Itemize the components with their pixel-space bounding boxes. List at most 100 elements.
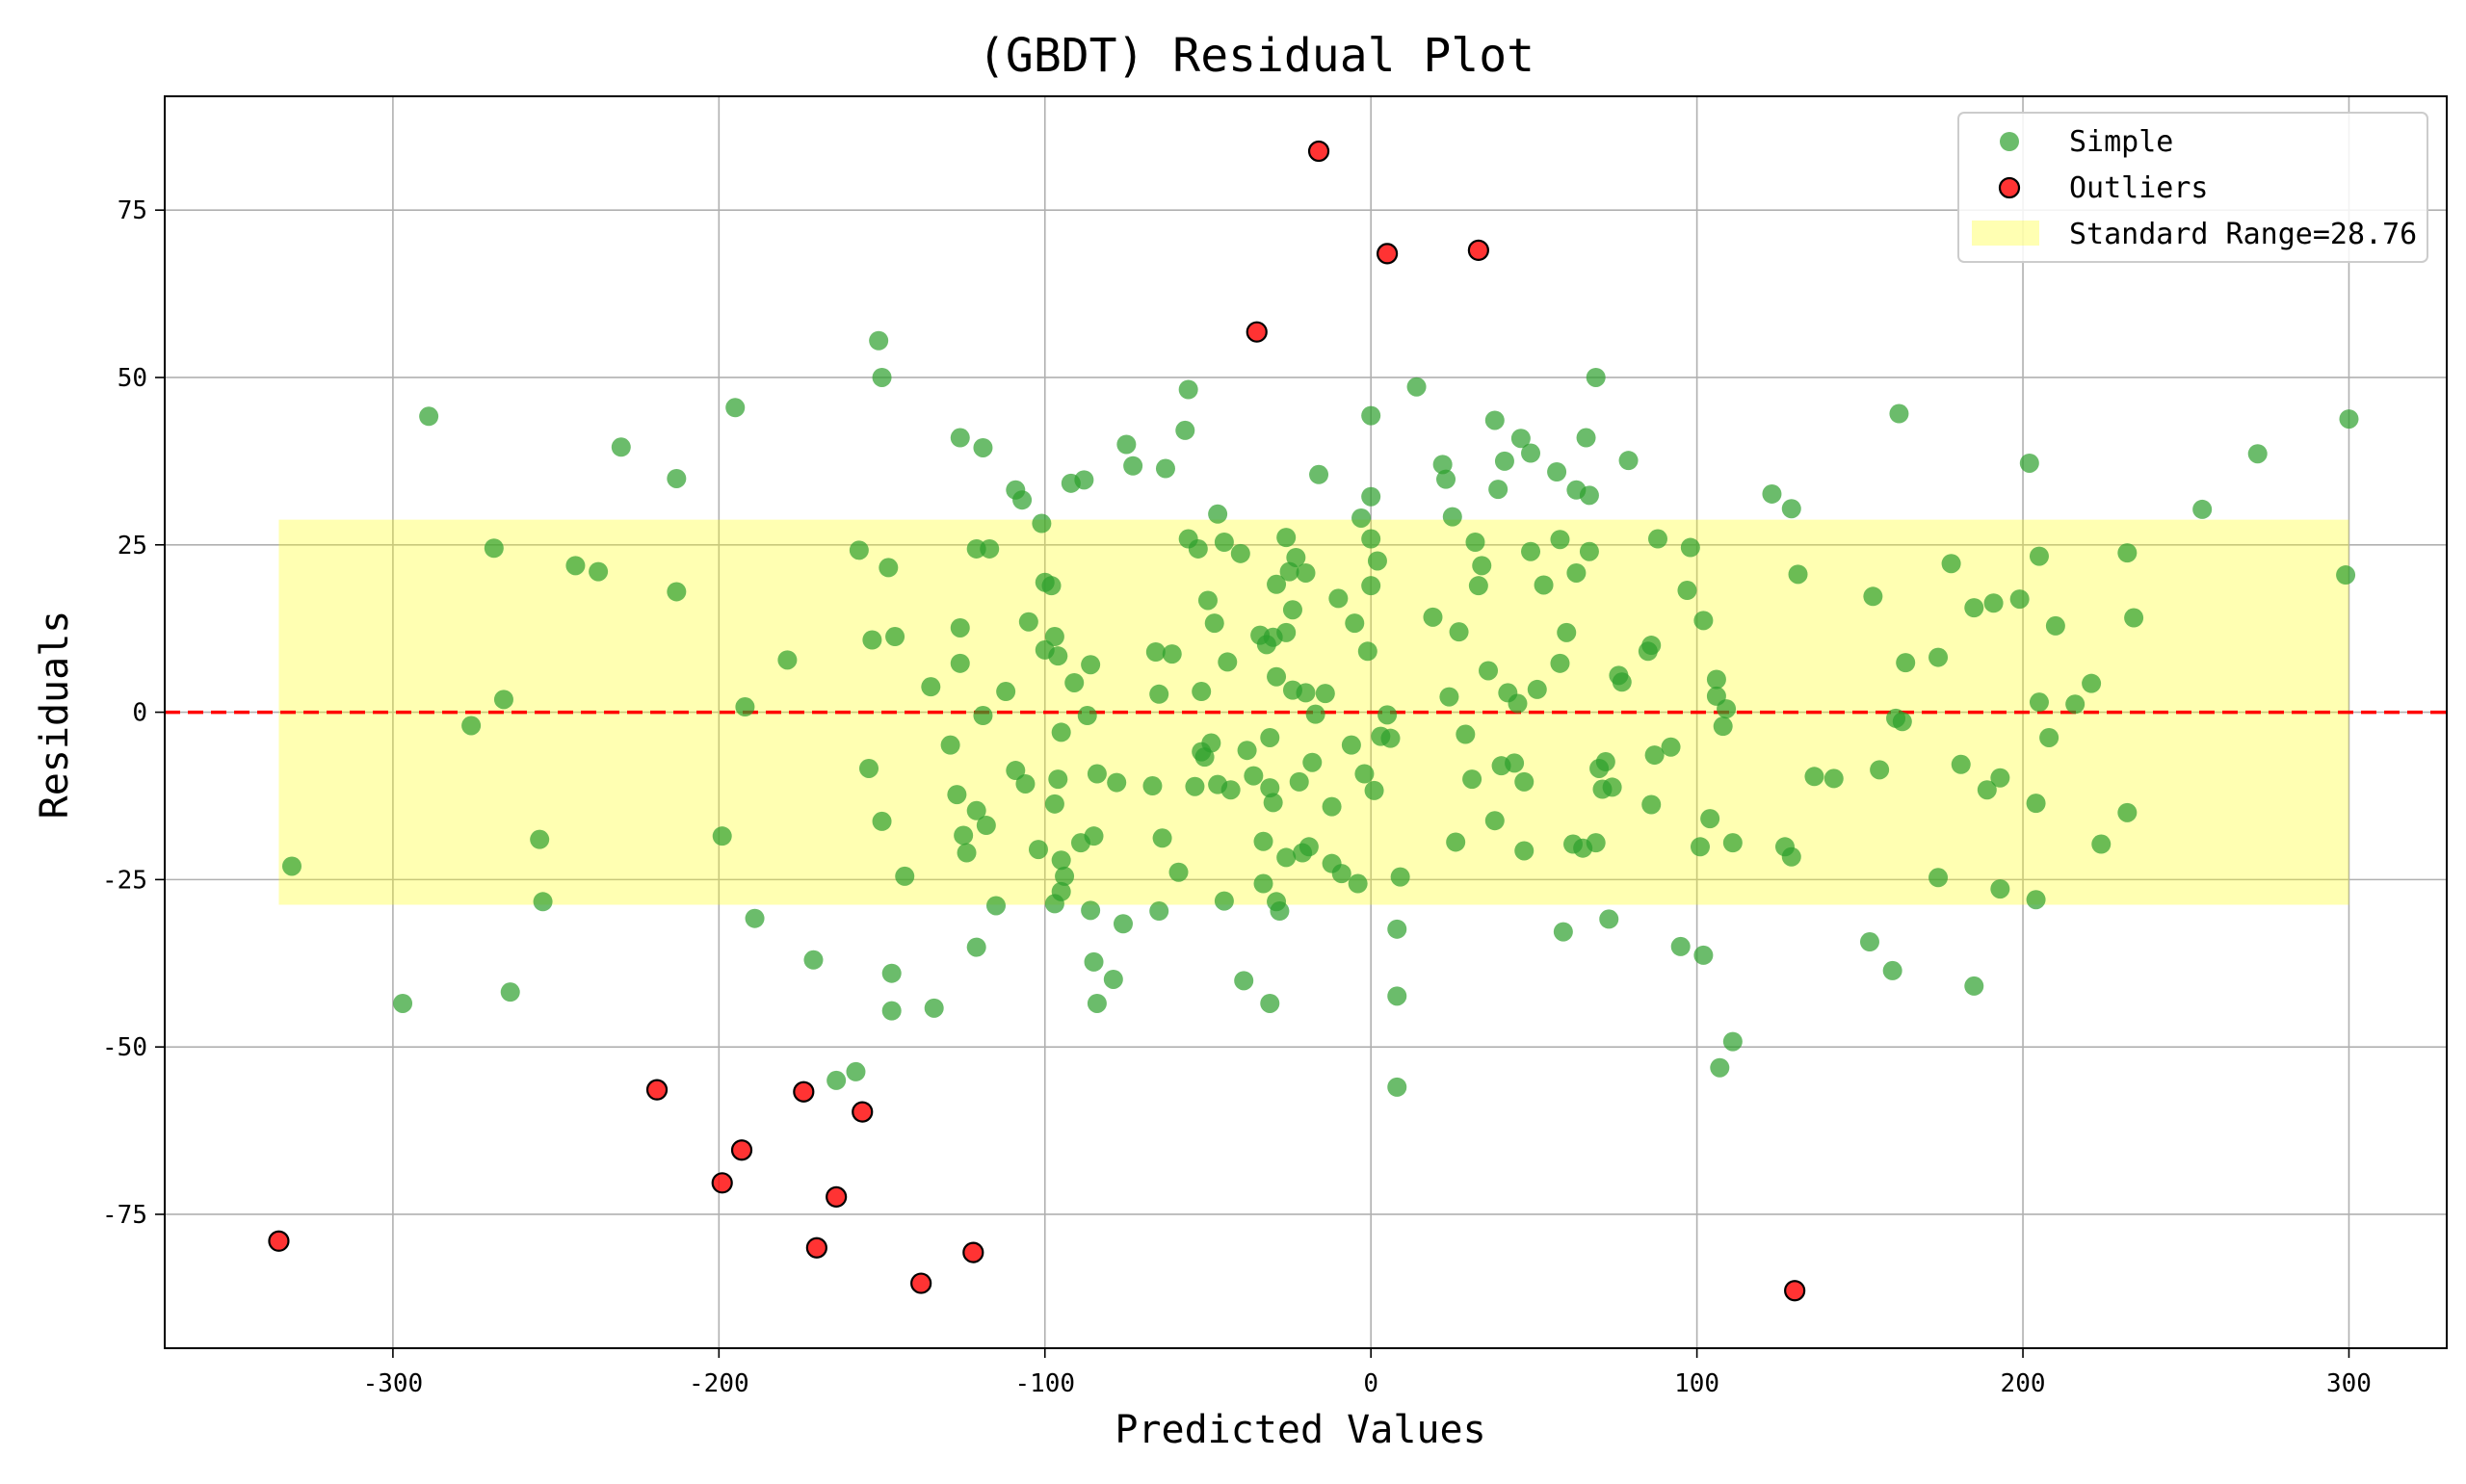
simple-point	[996, 682, 1016, 702]
simple-point	[1670, 936, 1691, 956]
simple-point	[1579, 485, 1599, 506]
simple-point	[1289, 771, 1309, 792]
simple-point	[1081, 655, 1101, 675]
simple-point	[1387, 1077, 1407, 1097]
simple-point	[966, 937, 986, 957]
simple-point	[2336, 565, 2356, 586]
simple-point	[957, 843, 977, 863]
simple-point	[895, 866, 915, 886]
simple-point	[1380, 728, 1401, 748]
simple-point	[1804, 767, 1824, 787]
simple-point	[881, 963, 902, 983]
simple-point	[924, 998, 944, 1018]
simple-point	[1084, 951, 1104, 972]
simple-point	[1348, 873, 1368, 894]
simple-point	[1586, 833, 1606, 853]
simple-point	[735, 697, 755, 717]
simple-point	[1508, 693, 1528, 714]
simple-point	[1367, 551, 1387, 571]
simple-point	[950, 653, 970, 673]
simple-point	[1074, 470, 1094, 490]
simple-point	[1051, 722, 1071, 742]
outlier-point	[805, 1237, 827, 1259]
simple-point	[1521, 443, 1541, 463]
ticks: -300 -200 -100 0 100 200 300 -75 -50 -25 0 25 50 75	[102, 196, 2372, 1398]
simple-point	[1084, 826, 1104, 846]
simple-point	[1253, 873, 1273, 894]
simple-point	[1204, 613, 1224, 634]
simple-point	[393, 993, 413, 1013]
simple-point	[1479, 661, 1499, 681]
simple-point	[1201, 733, 1221, 753]
simple-point	[1270, 901, 1290, 922]
y-tick-label: 50	[118, 364, 147, 393]
simple-point	[1990, 768, 2010, 788]
simple-point	[419, 406, 439, 427]
legend-band-label: Standard Range=28.76	[2069, 218, 2417, 251]
simple-point	[1361, 486, 1381, 507]
outlier-point	[962, 1241, 984, 1263]
outlier-point	[645, 1079, 669, 1101]
simple-point	[1296, 683, 1316, 703]
simple-point	[1468, 576, 1488, 596]
simple-point	[2039, 727, 2059, 747]
simple-point	[1882, 960, 1902, 980]
simple-point	[1423, 607, 1443, 627]
simple-point	[1145, 642, 1166, 663]
simple-point	[1576, 428, 1596, 448]
simple-point	[1055, 866, 1075, 886]
simple-point	[1713, 716, 1733, 737]
simple-point	[1168, 862, 1189, 882]
simple-point	[1553, 922, 1573, 942]
x-tick-label: 0	[1363, 1369, 1378, 1398]
simple-point	[1442, 507, 1462, 527]
simple-point	[493, 690, 513, 710]
simple-point	[1432, 455, 1453, 475]
simple-point	[1717, 699, 1737, 719]
simple-point	[1260, 778, 1280, 798]
simple-point	[966, 800, 986, 820]
outlier-point	[1377, 243, 1399, 265]
simple-point	[2117, 802, 2138, 822]
simple-point	[1044, 627, 1064, 647]
plot-frame	[164, 95, 2448, 1349]
simple-point	[1494, 451, 1514, 471]
simple-point	[1706, 669, 1726, 690]
simple-point	[2091, 834, 2112, 854]
outlier-point	[711, 1172, 733, 1194]
simple-point	[1041, 576, 1062, 596]
outlier-point	[793, 1080, 815, 1103]
simple-point	[565, 556, 586, 576]
simple-point	[1155, 458, 1175, 479]
x-tick-label: 300	[2326, 1369, 2372, 1398]
simple-point	[1462, 769, 1482, 790]
simple-point	[1896, 653, 1916, 673]
simple-point	[2192, 499, 2213, 519]
simple-point	[1641, 636, 1662, 656]
outlier-point	[826, 1185, 848, 1208]
simple-point	[1641, 794, 1662, 815]
simple-point	[484, 538, 504, 559]
x-tick-label: -100	[1014, 1369, 1075, 1398]
simple-point	[2082, 673, 2102, 693]
simple-point	[1964, 976, 1984, 996]
simple-point	[1116, 434, 1137, 455]
simple-point	[950, 617, 970, 638]
legend-simple-marker	[2000, 132, 2019, 151]
simple-point	[881, 1001, 902, 1021]
simple-point	[1514, 771, 1535, 792]
simple-point	[1690, 837, 1710, 857]
simple-point	[1892, 712, 1912, 732]
simple-point	[973, 437, 993, 457]
outlier-point	[730, 1139, 753, 1161]
simple-point	[1781, 499, 1801, 519]
outlier-point	[268, 1230, 290, 1252]
simple-point	[1788, 564, 1808, 585]
simple-point	[2247, 444, 2268, 464]
simple-point	[1218, 652, 1238, 672]
simple-point	[2009, 589, 2030, 610]
simple-point	[872, 811, 892, 831]
simple-point	[1015, 773, 1036, 794]
simple-point	[1859, 932, 1879, 952]
simple-point	[1547, 462, 1567, 482]
